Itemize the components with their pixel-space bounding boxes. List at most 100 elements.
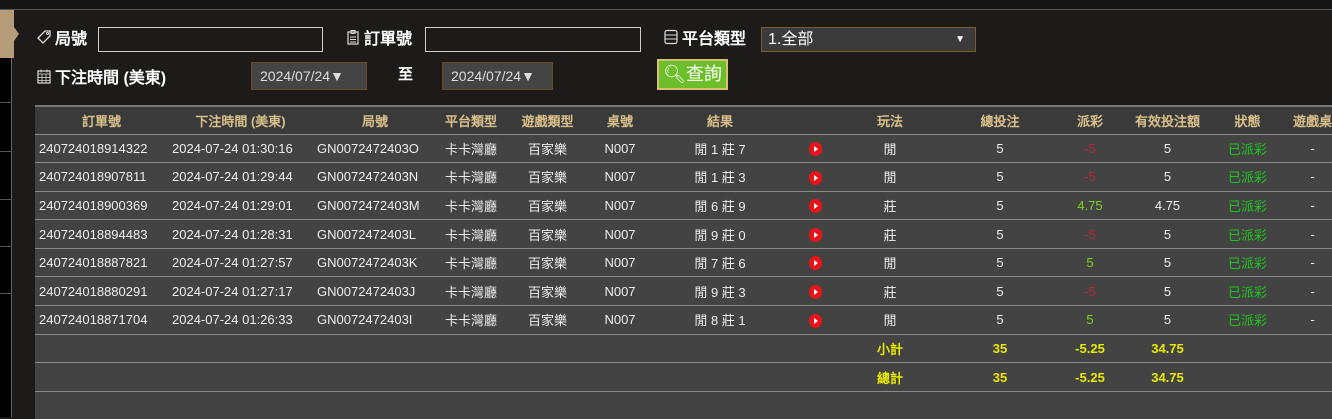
platform-cell: 卡卡灣廳: [437, 219, 505, 249]
game-type-cell: 百家樂: [505, 133, 590, 163]
order-no-cell: 240724018880291: [35, 276, 168, 306]
subtotal-valid: 34.75: [1120, 333, 1215, 363]
play-video-icon[interactable]: [808, 170, 822, 185]
platform-cell: 卡卡灣廳: [437, 247, 505, 277]
order-no-cell: 240724018900369: [35, 190, 168, 220]
platform-cell: 卡卡灣廳: [437, 276, 505, 306]
payout-cell: 5: [1060, 247, 1120, 277]
total-label: 總計: [840, 362, 940, 392]
valid-bet-cell: 5: [1120, 305, 1215, 335]
status-cell: 已派彩: [1215, 190, 1280, 220]
column-header: 桌號: [590, 105, 650, 134]
table-no-cell: N007: [590, 276, 650, 306]
table-no-cell: N007: [590, 162, 650, 192]
bet-records-table: 訂單號 下注時間 (美東) 局號 平台類型 遊戲類型 桌號 結果 玩法 總投注 派彩 有效投注額 狀態…: [35, 105, 1332, 419]
subtotal-row: 小計 35 -5.25 34.75: [35, 333, 1332, 363]
play-video-icon[interactable]: [808, 256, 822, 271]
game-type-cell: 百家樂: [505, 305, 590, 335]
order-label: 訂單號: [345, 25, 412, 49]
tag-icon: [37, 30, 51, 44]
date-from-picker[interactable]: 2024/07/24▼: [251, 62, 367, 90]
sidebar-tab[interactable]: [0, 103, 12, 152]
total-valid: 34.75: [1120, 362, 1215, 392]
server-icon: [664, 29, 678, 45]
total-bet-cell: 5: [940, 276, 1060, 306]
bet-time-cell: 2024-07-24 01:27:57: [168, 247, 313, 277]
search-icon: 🔍︎: [663, 64, 686, 84]
bet-type-cell: 閒: [840, 133, 940, 163]
platform-cell: 卡卡灣廳: [437, 305, 505, 335]
query-button[interactable]: 🔍︎查詢: [657, 59, 728, 90]
sidebar-tab[interactable]: [0, 152, 12, 200]
valid-bet-cell: 5: [1120, 247, 1215, 277]
platform-cell: 卡卡灣廳: [437, 133, 505, 163]
play-video-icon[interactable]: [808, 142, 822, 157]
round-no-cell: GN0072472403N: [313, 162, 437, 192]
order-input[interactable]: [425, 27, 641, 52]
status-cell: 已派彩: [1215, 133, 1280, 163]
payout-cell: -5: [1060, 219, 1120, 249]
sidebar-tab[interactable]: [0, 247, 12, 294]
valid-bet-cell: 5: [1120, 133, 1215, 163]
total-bet-cell: 5: [940, 190, 1060, 220]
status-cell: 已派彩: [1215, 305, 1280, 335]
payout-cell: 4.75: [1060, 190, 1120, 220]
result-cell: 閒 7 莊 6: [650, 247, 790, 277]
play-video-icon[interactable]: [808, 285, 822, 300]
time-label: 下注時間 (美東): [36, 64, 166, 88]
subtotal-payout: -5.25: [1060, 333, 1120, 363]
table-no-cell: N007: [590, 133, 650, 163]
replay-cell: [790, 190, 840, 220]
table-row: 240724018900369 2024-07-24 01:29:01 GN0072…: [35, 190, 1332, 220]
round-no-cell: GN0072472403I: [313, 305, 437, 335]
column-header: 總投注: [940, 105, 1060, 134]
column-header: 派彩: [1060, 105, 1120, 134]
replay-cell: [790, 162, 840, 192]
sidebar-tab[interactable]: [0, 200, 12, 247]
sidebar: [0, 10, 12, 417]
game-type-cell: 百家樂: [505, 162, 590, 192]
total-payout: -5.25: [1060, 362, 1120, 392]
sidebar-active-tab[interactable]: [0, 10, 19, 58]
replay-cell: [790, 133, 840, 163]
game-table-cell: -: [1280, 190, 1332, 220]
result-cell: 閒 6 莊 9: [650, 190, 790, 220]
table-no-cell: N007: [590, 190, 650, 220]
play-video-icon[interactable]: [808, 199, 822, 214]
replay-cell: [790, 305, 840, 335]
total-bet: 35: [940, 362, 1060, 392]
replay-cell: [790, 276, 840, 306]
game-type-cell: 百家樂: [505, 247, 590, 277]
total-bet-cell: 5: [940, 247, 1060, 277]
empty-row: [35, 390, 1332, 419]
payout-cell: -5: [1060, 162, 1120, 192]
total-bet-cell: 5: [940, 305, 1060, 335]
to-label: 至: [398, 66, 414, 83]
date-to-picker[interactable]: 2024/07/24▼: [442, 62, 553, 90]
table-row: 240724018907811 2024-07-24 01:29:44 GN0072…: [35, 162, 1332, 192]
table-row: 240724018871704 2024-07-24 01:26:33 GN0072…: [35, 305, 1332, 335]
bet-time-cell: 2024-07-24 01:29:44: [168, 162, 313, 192]
payout-cell: -5: [1060, 133, 1120, 163]
game-table-cell: -: [1280, 133, 1332, 163]
play-video-icon[interactable]: [808, 313, 822, 328]
round-input[interactable]: [98, 27, 323, 52]
order-no-cell: 240724018894483: [35, 219, 168, 249]
table-row: 240724018887821 2024-07-24 01:27:57 GN0072…: [35, 247, 1332, 277]
table-no-cell: N007: [590, 247, 650, 277]
chevron-down-icon: ▼: [955, 34, 965, 45]
status-cell: 已派彩: [1215, 276, 1280, 306]
status-cell: 已派彩: [1215, 247, 1280, 277]
column-header: 結果: [650, 105, 790, 134]
total-row: 總計 35 -5.25 34.75: [35, 362, 1332, 392]
bet-time-cell: 2024-07-24 01:26:33: [168, 305, 313, 335]
valid-bet-cell: 4.75: [1120, 190, 1215, 220]
platform-select[interactable]: 1.全部 ▼: [761, 27, 976, 52]
game-table-cell: -: [1280, 247, 1332, 277]
round-label: 局號: [36, 25, 87, 49]
column-header: 平台類型: [437, 105, 505, 134]
sidebar-tab[interactable]: [0, 10, 12, 103]
play-video-icon[interactable]: [808, 227, 822, 242]
column-header: 下注時間 (美東): [168, 105, 313, 134]
round-no-cell: GN0072472403J: [313, 276, 437, 306]
